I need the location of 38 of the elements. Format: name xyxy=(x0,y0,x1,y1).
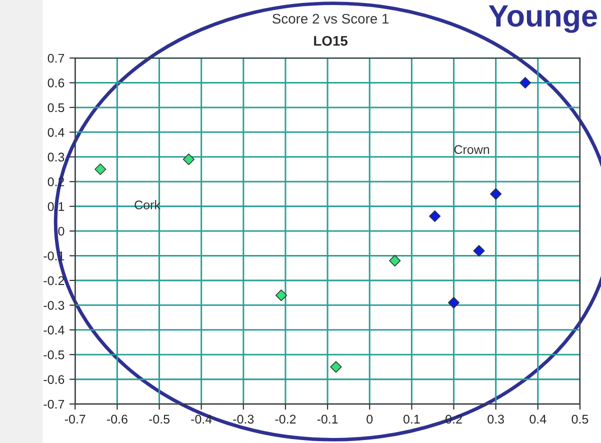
y-tick-label: 0.7 xyxy=(48,54,64,63)
text: Younge xyxy=(488,5,597,33)
x-tick-label: -0.1 xyxy=(317,414,338,424)
point xyxy=(429,210,441,222)
chart-title: Score 2 vs Score 1 xyxy=(272,14,389,24)
y-tick-label: -0.5 xyxy=(44,350,64,360)
x-tick-label: 0.4 xyxy=(530,414,546,424)
x-tick-label: -0.4 xyxy=(191,414,212,424)
x-tick-label: -0.7 xyxy=(64,414,86,424)
y-tick-label: -0.2 xyxy=(44,276,64,286)
y-tick-label: 0.3 xyxy=(48,152,64,162)
x-tick-label: 0 xyxy=(366,414,373,424)
y-tick-label: -0.7 xyxy=(44,400,64,409)
x-tick-label: 0.2 xyxy=(446,414,462,424)
x-tick-label: 0.5 xyxy=(572,414,588,424)
y-tick-label: 0.6 xyxy=(48,78,64,88)
chart-subtitle: LO15 xyxy=(314,36,348,46)
x-tick-label: -0.6 xyxy=(106,414,128,424)
x-tick-label: 0.1 xyxy=(403,414,420,424)
y-tick-label: -0.3 xyxy=(44,300,64,310)
y-tick-label: 0.4 xyxy=(48,128,64,137)
point xyxy=(473,244,485,257)
x-tick-label: -0.5 xyxy=(149,414,170,424)
y-tick-label: -0.4 xyxy=(44,326,64,335)
x-tick-label: 0.3 xyxy=(488,414,504,424)
point xyxy=(330,361,342,373)
point xyxy=(94,163,106,176)
y-tick-label: 0.5 xyxy=(48,103,64,112)
y-tick-label: 0 xyxy=(58,226,64,236)
point xyxy=(275,289,288,302)
x-tick-label: -0.2 xyxy=(275,414,296,424)
point xyxy=(519,76,532,89)
point xyxy=(389,254,401,266)
point xyxy=(182,154,195,166)
point xyxy=(490,188,502,200)
x-tick-label: -0.3 xyxy=(233,414,254,424)
point xyxy=(448,296,460,308)
y-tick-label: -0.6 xyxy=(44,375,64,384)
